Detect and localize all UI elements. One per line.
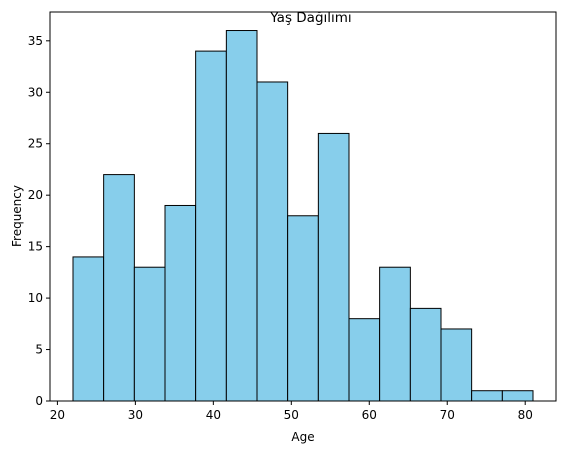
histogram-bar: [164, 204, 197, 402]
y-tick-label: 35: [28, 34, 43, 48]
y-tick-label: 20: [28, 188, 43, 202]
y-tick-label: 15: [28, 240, 43, 254]
chart-title: Yaş Dağılımı: [269, 10, 351, 26]
histogram-bar: [348, 318, 381, 402]
histogram-bar: [103, 174, 135, 402]
x-axis-ticks: 20 30 40 50 60 70 80: [50, 401, 533, 422]
y-tick-label: 10: [28, 291, 43, 305]
histogram-bar: [409, 307, 442, 402]
y-axis-label: Frequency: [10, 185, 24, 247]
bars-group: [72, 30, 534, 402]
histogram-bar: [225, 30, 258, 402]
histogram-bar: [317, 132, 350, 402]
x-tick-label: 70: [440, 408, 455, 422]
histogram-bar: [256, 81, 289, 402]
histogram-bar: [471, 390, 503, 402]
plot-frame: [49, 11, 557, 402]
y-tick-label: 0: [35, 394, 43, 408]
histogram-bar: [287, 215, 319, 402]
y-tick-label: 30: [28, 85, 43, 99]
histogram-bar: [379, 266, 411, 402]
y-tick-label: 5: [35, 343, 43, 357]
histogram-bar: [72, 256, 105, 402]
histogram-bar: [501, 390, 534, 402]
x-tick-label: 80: [518, 408, 533, 422]
y-axis-ticks: 0 5 10 15 20 25 30 35: [28, 34, 50, 408]
x-tick-label: 50: [284, 408, 299, 422]
histogram-bar: [133, 266, 166, 402]
x-tick-label: 60: [362, 408, 377, 422]
histogram-bar: [440, 328, 473, 402]
x-tick-label: 30: [128, 408, 143, 422]
y-tick-label: 25: [28, 137, 43, 151]
x-tick-label: 20: [50, 408, 65, 422]
x-tick-label: 40: [206, 408, 221, 422]
histogram-bar: [195, 50, 227, 402]
x-axis-label: Age: [291, 430, 314, 444]
